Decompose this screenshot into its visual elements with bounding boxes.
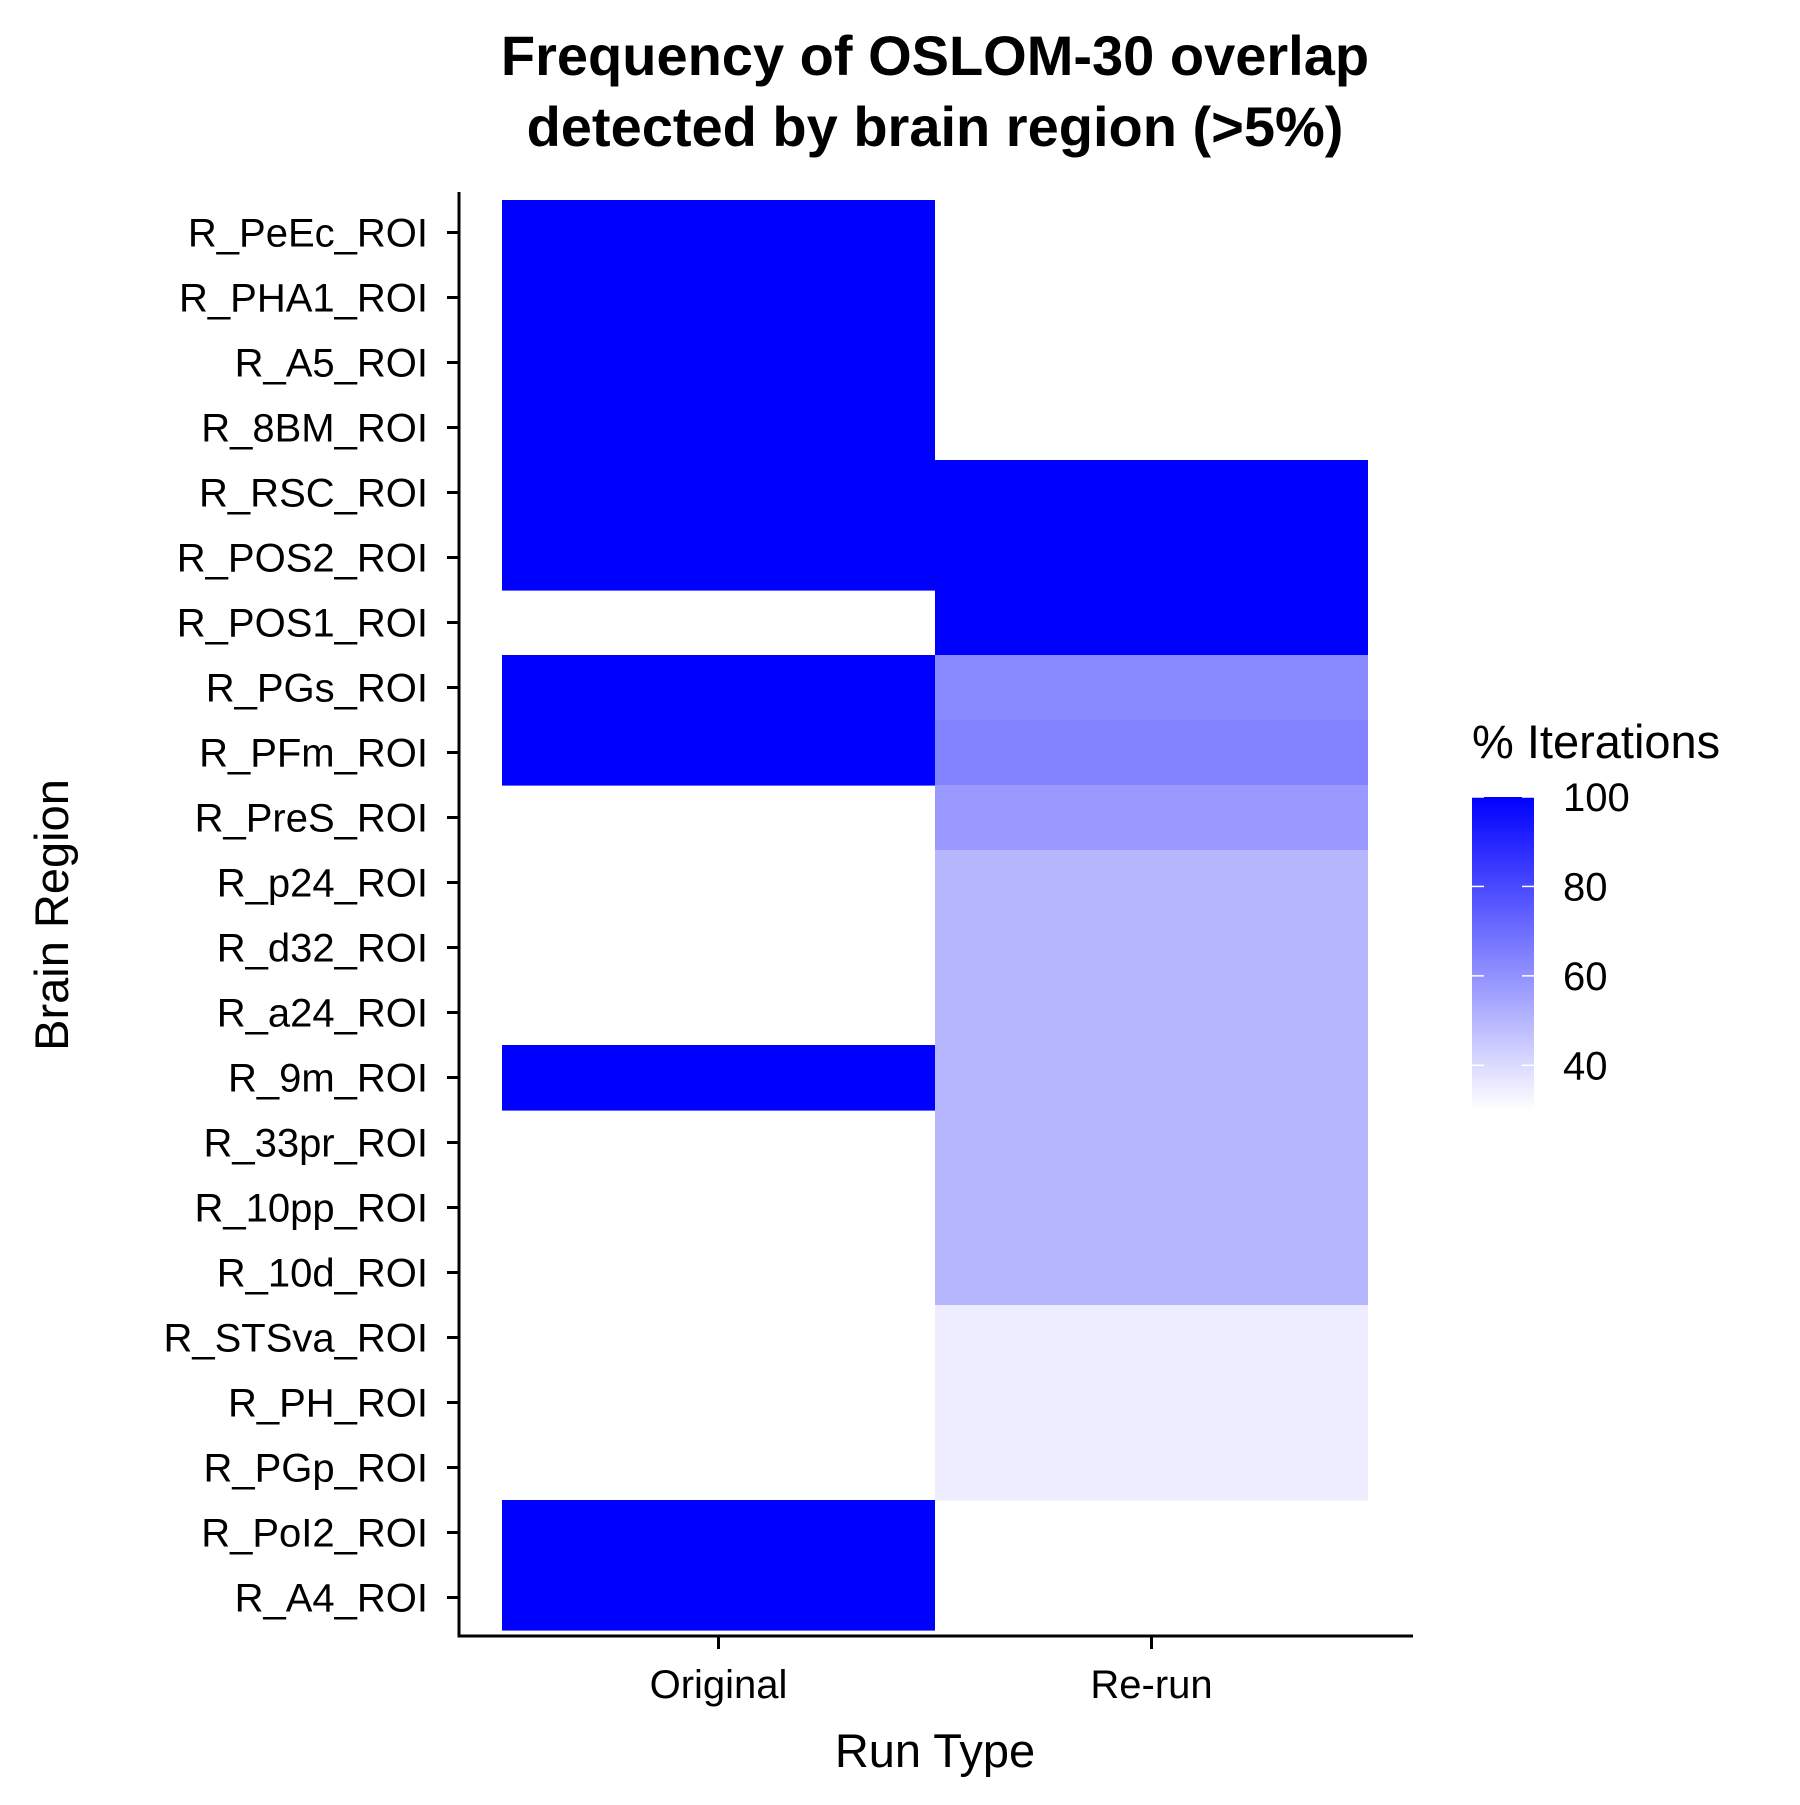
heatmap-cells (502, 200, 1368, 1631)
y-tick-label: R_d32_ROI (217, 927, 428, 971)
heatmap-cell-original-r_pos2_roi (502, 525, 935, 591)
heatmap-cell-re-run-r_stsva_roi (935, 1305, 1368, 1371)
y-tick-label: R_PHA1_ROI (179, 277, 428, 321)
x-axis-ticks: Original Re-run (650, 1637, 1213, 1707)
heatmap-cell-original-r_a4_roi (502, 1565, 935, 1631)
y-axis-title: Brain Region (25, 779, 78, 1051)
x-axis-title: Run Type (835, 1724, 1035, 1777)
y-tick-label: R_PFm_ROI (199, 732, 428, 776)
x-tick-label: Re-run (1090, 1663, 1212, 1707)
heatmap-cell-re-run-r_pgs_roi (935, 655, 1368, 721)
chart-title-line-1: Frequency of OSLOM-30 overlap (501, 24, 1369, 87)
heatmap-cell-original-r_8bm_roi (502, 395, 935, 461)
y-tick-label: R_10pp_ROI (195, 1187, 428, 1231)
heatmap-cell-re-run-r_a24_roi (935, 980, 1368, 1046)
legend-colorbar (1472, 797, 1534, 1110)
y-tick-label: R_PeEc_ROI (188, 212, 428, 256)
heatmap-cell-re-run-r_pos1_roi (935, 590, 1368, 656)
legend-tick-label: 80 (1563, 865, 1608, 909)
chart-title-line-2: detected by brain region (>5%) (527, 95, 1344, 158)
legend-tick-label: 40 (1563, 1044, 1608, 1088)
heatmap-cell-re-run-r_33pr_roi (935, 1110, 1368, 1176)
legend-title: % Iterations (1472, 715, 1720, 768)
y-tick-label: R_PGs_ROI (206, 667, 428, 711)
legend-tick-label: 100 (1563, 776, 1630, 820)
y-tick-label: R_9m_ROI (228, 1057, 428, 1101)
heatmap-cell-re-run-r_rsc_roi (935, 460, 1368, 526)
heatmap-cell-re-run-r_ph_roi (935, 1370, 1368, 1436)
y-tick-label: R_A4_ROI (235, 1577, 428, 1621)
heatmap-cell-re-run-r_10pp_roi (935, 1175, 1368, 1241)
y-tick-label: R_a24_ROI (217, 992, 428, 1036)
y-tick-label: R_33pr_ROI (203, 1122, 428, 1166)
heatmap-cell-original-r_pfm_roi (502, 720, 935, 786)
y-axis-ticks: R_PeEc_ROI R_PHA1_ROI R_A5_ROI R_8BM_ROI R_R… (163, 212, 459, 1621)
y-tick-label: R_PH_ROI (228, 1382, 428, 1426)
color-legend: % Iterations 100 80 60 40 (1472, 715, 1720, 1110)
legend-tick-label: 60 (1563, 955, 1608, 999)
heatmap-cell-re-run-r_pfm_roi (935, 720, 1368, 786)
y-tick-label: R_POS1_ROI (177, 602, 428, 646)
heatmap-cell-re-run-r_p24_roi (935, 850, 1368, 916)
heatmap-cell-original-r_9m_roi (502, 1045, 935, 1111)
heatmap-cell-original-r_peec_roi (502, 200, 935, 266)
heatmap-cell-re-run-r_pgp_roi (935, 1435, 1368, 1501)
heatmap-cell-re-run-r_pos2_roi (935, 525, 1368, 591)
heatmap-cell-re-run-r_10d_roi (935, 1240, 1368, 1306)
y-tick-label: R_8BM_ROI (201, 407, 428, 451)
y-tick-label: R_RSC_ROI (199, 472, 428, 516)
heatmap-cell-original-r_poi2_roi (502, 1500, 935, 1566)
y-tick-label: R_PoI2_ROI (201, 1512, 428, 1556)
heatmap-cell-original-r_a5_roi (502, 330, 935, 396)
heatmap-cell-original-r_pha1_roi (502, 265, 935, 331)
heatmap-cell-original-r_rsc_roi (502, 460, 935, 526)
legend-ticks: 100 80 60 40 (1472, 776, 1630, 1088)
x-tick-label: Original (650, 1663, 788, 1707)
y-tick-label: R_PGp_ROI (203, 1447, 428, 1491)
y-tick-label: R_STSva_ROI (163, 1317, 428, 1361)
y-tick-label: R_p24_ROI (217, 862, 428, 906)
y-tick-label: R_A5_ROI (235, 342, 428, 386)
heatmap-cell-re-run-r_d32_roi (935, 915, 1368, 981)
y-tick-label: R_POS2_ROI (177, 537, 428, 581)
heatmap-cell-original-r_pgs_roi (502, 655, 935, 721)
y-tick-label: R_10d_ROI (217, 1252, 428, 1296)
heatmap-cell-re-run-r_9m_roi (935, 1045, 1368, 1111)
heatmap-cell-re-run-r_pres_roi (935, 785, 1368, 851)
y-tick-label: R_PreS_ROI (195, 797, 428, 841)
